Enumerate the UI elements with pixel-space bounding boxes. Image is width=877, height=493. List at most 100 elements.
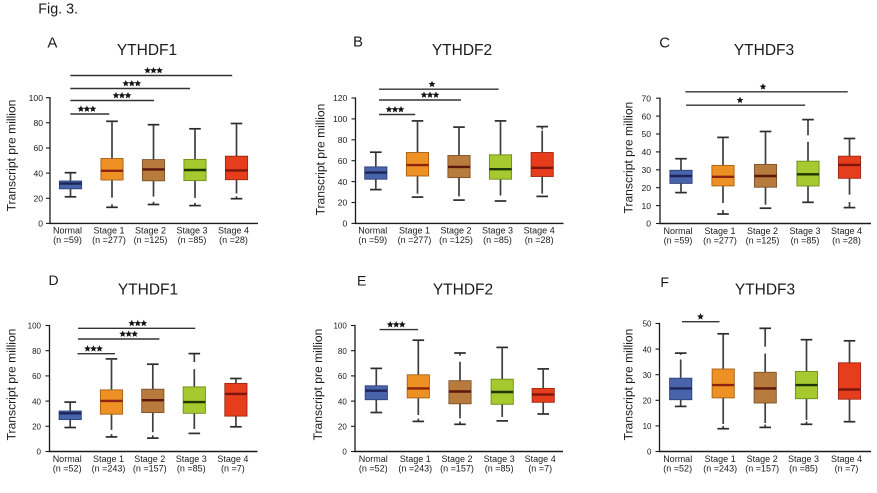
svg-text:Fig. 3.: Fig. 3.: [38, 2, 78, 18]
svg-text:(n =125): (n =125): [134, 235, 168, 245]
svg-text:80: 80: [338, 135, 348, 145]
svg-text:Normal: Normal: [359, 454, 388, 464]
svg-text:100: 100: [28, 322, 42, 331]
svg-text:(n =52): (n =52): [53, 463, 82, 473]
svg-text:(n =85): (n =85): [483, 235, 512, 245]
svg-text:A: A: [47, 35, 57, 52]
svg-text:100: 100: [333, 114, 348, 124]
svg-text:Stage 2: Stage 2: [441, 454, 472, 464]
svg-text:Normal: Normal: [358, 226, 387, 236]
svg-text:40: 40: [33, 168, 43, 178]
svg-text:(n =157): (n =157): [745, 463, 779, 473]
svg-text:YTHDF1: YTHDF1: [118, 282, 178, 299]
svg-text:Stage 3: Stage 3: [788, 454, 819, 464]
svg-text:0: 0: [343, 219, 348, 229]
svg-text:(n =59): (n =59): [53, 235, 82, 245]
svg-text:40: 40: [32, 397, 41, 406]
svg-text:YTHDF1: YTHDF1: [117, 42, 177, 59]
svg-text:(n =28): (n =28): [525, 235, 554, 245]
svg-text:(n =243): (n =243): [703, 463, 737, 473]
svg-text:(n =85): (n =85): [177, 463, 206, 473]
svg-text:(n =277): (n =277): [703, 235, 737, 245]
svg-text:10: 10: [641, 201, 651, 211]
svg-text:YTHDF3: YTHDF3: [735, 282, 795, 299]
svg-text:80: 80: [338, 347, 347, 356]
svg-text:Stage 1: Stage 1: [93, 454, 124, 464]
svg-text:B: B: [353, 33, 363, 50]
svg-text:(n =277): (n =277): [92, 235, 126, 245]
svg-text:40: 40: [641, 147, 651, 157]
svg-text:20: 20: [33, 194, 43, 204]
svg-text:Stage 3: Stage 3: [789, 226, 820, 236]
svg-text:Stage 4: Stage 4: [218, 226, 249, 236]
svg-text:YTHDF3: YTHDF3: [734, 42, 794, 59]
svg-text:0: 0: [37, 448, 42, 457]
svg-text:Stage 3: Stage 3: [176, 226, 207, 236]
svg-text:30: 30: [643, 371, 652, 380]
svg-text:Stage 4: Stage 4: [525, 454, 556, 464]
svg-text:20: 20: [643, 397, 652, 406]
svg-text:(n =125): (n =125): [439, 235, 473, 245]
svg-text:0: 0: [647, 448, 652, 457]
svg-text:Stage 2: Stage 2: [134, 454, 165, 464]
svg-text:40: 40: [643, 345, 652, 354]
svg-text:50: 50: [643, 320, 652, 329]
svg-text:(n =243): (n =243): [398, 463, 432, 473]
svg-text:(n =59): (n =59): [664, 235, 693, 245]
svg-text:Stage 3: Stage 3: [482, 226, 513, 236]
svg-text:20: 20: [641, 183, 651, 193]
svg-text:40: 40: [338, 397, 347, 406]
svg-text:Stage 2: Stage 2: [747, 454, 778, 464]
svg-text:F: F: [660, 274, 669, 290]
svg-text:(n =28): (n =28): [219, 235, 248, 245]
svg-text:Normal: Normal: [663, 454, 692, 464]
svg-text:30: 30: [641, 165, 651, 175]
svg-text:Transcript pre million: Transcript pre million: [313, 104, 327, 216]
svg-text:(n =28): (n =28): [832, 235, 861, 245]
svg-text:10: 10: [643, 422, 652, 431]
svg-text:Stage 1: Stage 1: [704, 226, 735, 236]
svg-text:YTHDF2: YTHDF2: [432, 42, 492, 59]
svg-text:E: E: [357, 273, 366, 289]
svg-text:(n =85): (n =85): [789, 463, 818, 473]
svg-text:(n =125): (n =125): [746, 235, 780, 245]
svg-text:Transcript pre million: Transcript pre million: [622, 329, 636, 441]
svg-text:YTHDF2: YTHDF2: [433, 282, 493, 299]
svg-text:80: 80: [32, 347, 41, 356]
svg-text:Stage 3: Stage 3: [484, 454, 515, 464]
svg-text:D: D: [49, 272, 59, 288]
svg-text:Normal: Normal: [663, 226, 692, 236]
svg-text:120: 120: [333, 93, 348, 103]
svg-text:(n =277): (n =277): [398, 235, 432, 245]
svg-text:Stage 1: Stage 1: [705, 454, 736, 464]
svg-text:(n =52): (n =52): [663, 463, 692, 473]
svg-text:(n =7): (n =7): [835, 463, 859, 473]
svg-text:70: 70: [641, 93, 651, 103]
svg-text:(n =59): (n =59): [358, 235, 387, 245]
svg-text:Stage 4: Stage 4: [831, 226, 862, 236]
svg-text:60: 60: [641, 111, 651, 121]
svg-text:Stage 1: Stage 1: [93, 226, 124, 236]
svg-text:60: 60: [338, 372, 347, 381]
svg-text:Stage 4: Stage 4: [217, 454, 248, 464]
svg-text:60: 60: [32, 372, 41, 381]
svg-text:Normal: Normal: [53, 454, 82, 464]
svg-text:Transcript pre million: Transcript pre million: [5, 100, 19, 212]
svg-text:50: 50: [641, 129, 651, 139]
svg-text:100: 100: [29, 93, 44, 103]
svg-text:Transcript pre million: Transcript pre million: [311, 329, 325, 441]
svg-text:(n =157): (n =157): [133, 463, 167, 473]
svg-text:60: 60: [33, 143, 43, 153]
svg-text:20: 20: [338, 423, 347, 432]
svg-text:40: 40: [338, 177, 348, 187]
svg-text:C: C: [659, 34, 670, 51]
svg-text:(n =85): (n =85): [791, 235, 820, 245]
svg-text:Stage 1: Stage 1: [400, 454, 431, 464]
svg-text:0: 0: [646, 219, 651, 229]
svg-text:Normal: Normal: [53, 226, 82, 236]
svg-text:Transcript pre million: Transcript pre million: [5, 329, 19, 441]
svg-text:Stage 1: Stage 1: [399, 226, 430, 236]
svg-text:(n =85): (n =85): [485, 463, 514, 473]
svg-text:(n =243): (n =243): [92, 463, 126, 473]
svg-text:100: 100: [333, 322, 347, 331]
